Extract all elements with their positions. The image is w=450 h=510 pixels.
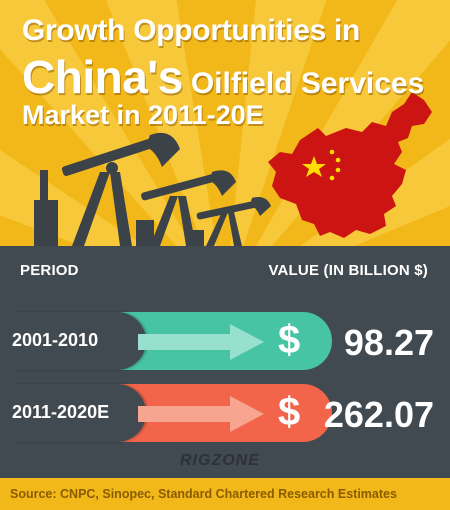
title-china: China's — [22, 51, 183, 103]
row-cap — [12, 384, 146, 442]
value-label: 262.07 — [323, 394, 434, 435]
title-line-2: China's Oilfield Services — [22, 50, 424, 104]
title-banner: Growth Opportunities in China's Oilfield … — [0, 0, 450, 246]
oil-pump-icon — [34, 132, 271, 246]
period-label: 2001-2010 — [12, 330, 99, 350]
arrow-icon — [138, 396, 264, 432]
source-text: Source: CNPC, Sinopec, Standard Chartere… — [10, 487, 397, 501]
rigzone-logo: RIGZONE — [180, 452, 260, 469]
source-footer: Source: CNPC, Sinopec, Standard Chartere… — [0, 478, 450, 510]
column-header-period: PERIOD — [20, 262, 79, 279]
title-line-1: Growth Opportunities in — [22, 14, 361, 47]
period-label: 2011-2020E — [12, 402, 110, 422]
dollar-icon: $ — [278, 318, 301, 362]
row-cap — [12, 312, 146, 370]
title-line-3: Market in 2011-20E — [22, 100, 264, 130]
arrow-icon — [138, 324, 264, 360]
title-oilfield-services: Oilfield Services — [190, 67, 425, 100]
dollar-icon: $ — [278, 390, 301, 434]
value-label: 98.27 — [343, 322, 434, 363]
column-header-value: VALUE (IN BILLION $) — [268, 262, 428, 279]
china-flag-map-icon — [268, 92, 432, 238]
